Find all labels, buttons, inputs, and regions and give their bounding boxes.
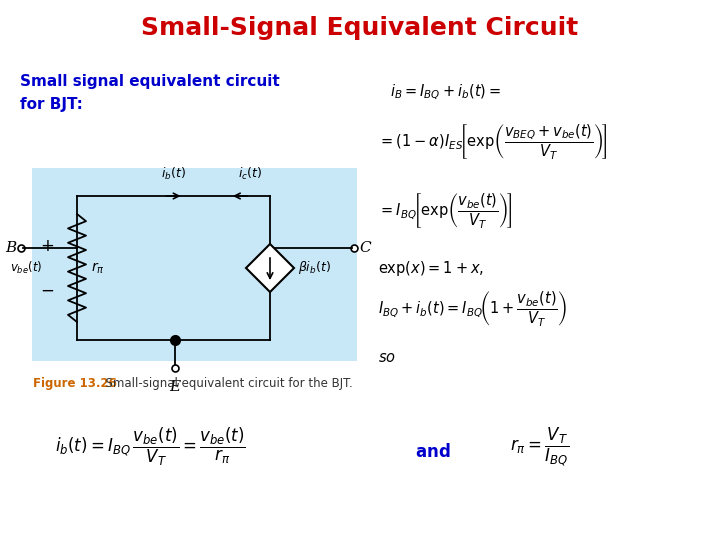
Text: Small signal equivalent circuit
for BJT:: Small signal equivalent circuit for BJT: <box>20 75 280 112</box>
Text: Small-signal equivalent circuit for the BJT.: Small-signal equivalent circuit for the … <box>98 376 353 389</box>
Text: $i_B = I_{BQ} + i_b(t) =$: $i_B = I_{BQ} + i_b(t) =$ <box>390 82 501 102</box>
Text: +: + <box>40 237 54 255</box>
Polygon shape <box>246 244 294 292</box>
Text: $i_c(t)$: $i_c(t)$ <box>238 166 262 182</box>
Text: $i_b(t) = I_{BQ}\,\dfrac{v_{be}(t)}{V_T} = \dfrac{v_{be}(t)}{r_\pi}$: $i_b(t) = I_{BQ}\,\dfrac{v_{be}(t)}{V_T}… <box>55 426 246 468</box>
Text: C: C <box>359 241 371 255</box>
Bar <box>32 168 357 361</box>
Text: $so$: $so$ <box>378 350 396 366</box>
Text: $v_{be}(t)$: $v_{be}(t)$ <box>9 260 42 276</box>
Text: $r_\pi = \dfrac{V_T}{I_{BQ}}$: $r_\pi = \dfrac{V_T}{I_{BQ}}$ <box>510 426 570 468</box>
Text: Figure 13.26: Figure 13.26 <box>33 376 117 389</box>
Text: B: B <box>5 241 16 255</box>
Text: E: E <box>169 380 181 394</box>
Text: $-$: $-$ <box>40 281 54 299</box>
Text: Small-Signal Equivalent Circuit: Small-Signal Equivalent Circuit <box>141 16 579 40</box>
Text: $i_b(t)$: $i_b(t)$ <box>161 166 186 182</box>
Text: $\mathbf{and}$: $\mathbf{and}$ <box>415 443 451 461</box>
Text: $= I_{BQ}\!\left[\exp\!\left(\dfrac{v_{be}(t)}{V_T}\right)\!\right]$: $= I_{BQ}\!\left[\exp\!\left(\dfrac{v_{b… <box>378 191 512 229</box>
Text: $\exp(x) = 1+x,$: $\exp(x) = 1+x,$ <box>378 259 484 278</box>
Text: $r_\pi$: $r_\pi$ <box>91 260 104 276</box>
Text: $I_{BQ}+i_b(t) = I_{BQ}\!\left(1+\dfrac{v_{be}(t)}{V_T}\right)$: $I_{BQ}+i_b(t) = I_{BQ}\!\left(1+\dfrac{… <box>378 288 567 327</box>
Text: $= (1-\alpha)I_{ES}\!\left[\exp\!\left(\dfrac{v_{BEQ}+v_{be}(t)}{V_T}\right)\!\r: $= (1-\alpha)I_{ES}\!\left[\exp\!\left(\… <box>378 123 608 161</box>
Text: $\beta i_b(t)$: $\beta i_b(t)$ <box>298 260 331 276</box>
